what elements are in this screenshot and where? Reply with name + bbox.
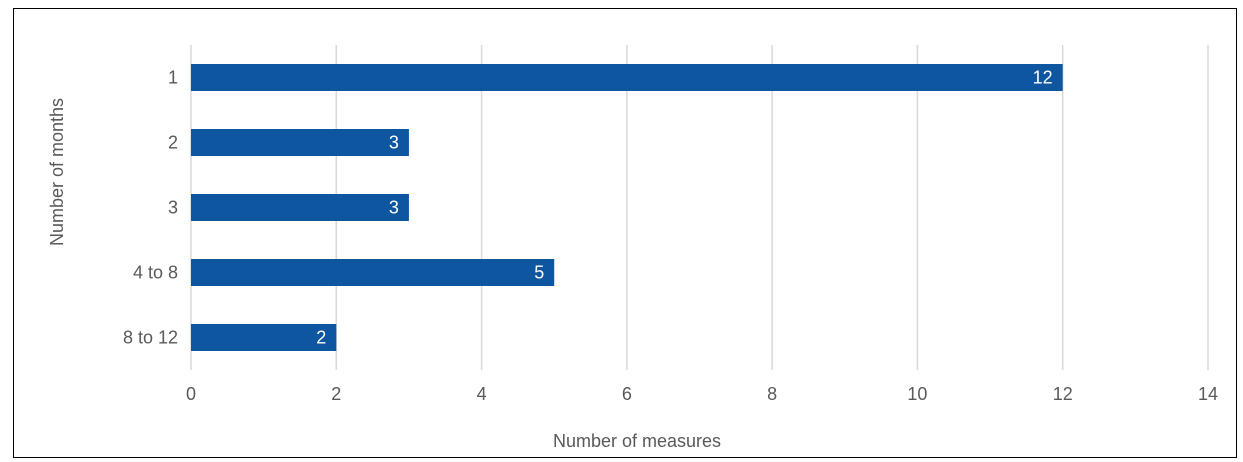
- bar-data-label: 12: [1033, 68, 1053, 88]
- x-tick-label: 10: [907, 384, 927, 404]
- bar-data-label: 3: [389, 198, 399, 218]
- bar-data-label: 3: [389, 133, 399, 153]
- gridlines: [190, 45, 1209, 370]
- x-tick-label: 2: [331, 384, 341, 404]
- x-tick-label: 6: [622, 384, 632, 404]
- bar: [191, 324, 337, 351]
- x-tick-label: 8: [767, 384, 777, 404]
- x-axis-title: Number of measures: [553, 431, 721, 451]
- x-tick-label: 14: [1198, 384, 1218, 404]
- bar: [191, 194, 409, 221]
- y-tick-label: 8 to 12: [123, 328, 178, 348]
- x-tick-label: 0: [186, 384, 196, 404]
- y-axis-ticks: 1 2 3 4 to 8 8 to 12: [123, 68, 178, 348]
- y-tick-label: 3: [168, 198, 178, 218]
- y-tick-label: 2: [168, 133, 178, 153]
- bar-data-label: 2: [316, 328, 326, 348]
- x-tick-label: 12: [1053, 384, 1073, 404]
- x-tick-label: 4: [477, 384, 487, 404]
- bars: 12 3 3 5 2: [191, 64, 1063, 351]
- y-axis-title: Number of months: [47, 98, 67, 246]
- bar-data-label: 5: [534, 263, 544, 283]
- y-tick-label: 1: [168, 68, 178, 88]
- x-axis-ticks: 0 2 4 6 8 10 12 14: [186, 384, 1218, 404]
- bar: [191, 64, 1063, 91]
- y-tick-label: 4 to 8: [133, 263, 178, 283]
- bar: [191, 259, 555, 286]
- bar: [191, 129, 409, 156]
